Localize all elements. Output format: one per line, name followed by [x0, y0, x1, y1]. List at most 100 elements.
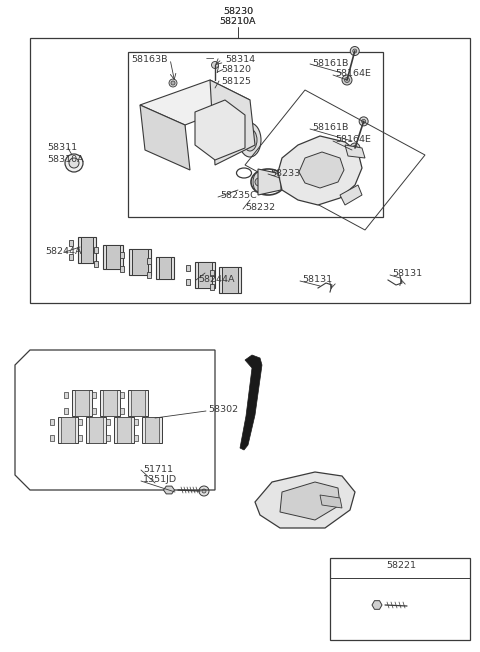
- Text: 58233: 58233: [270, 168, 300, 177]
- Circle shape: [342, 75, 352, 85]
- Polygon shape: [147, 272, 151, 278]
- Bar: [330, 558, 470, 640]
- Polygon shape: [210, 270, 214, 276]
- Polygon shape: [278, 136, 362, 205]
- Circle shape: [221, 134, 225, 138]
- Circle shape: [65, 154, 83, 172]
- Polygon shape: [86, 417, 106, 443]
- Text: 58161B: 58161B: [312, 123, 348, 132]
- Circle shape: [207, 272, 213, 278]
- Polygon shape: [64, 408, 68, 414]
- Circle shape: [318, 181, 326, 189]
- Circle shape: [350, 46, 359, 55]
- Polygon shape: [106, 245, 120, 269]
- Polygon shape: [103, 390, 117, 416]
- Polygon shape: [69, 240, 73, 246]
- Polygon shape: [258, 169, 281, 195]
- Polygon shape: [58, 417, 78, 443]
- Polygon shape: [106, 435, 110, 441]
- Circle shape: [202, 489, 206, 493]
- Polygon shape: [195, 100, 245, 160]
- Text: 58302: 58302: [208, 406, 238, 415]
- Circle shape: [146, 427, 152, 433]
- Circle shape: [68, 427, 74, 433]
- Circle shape: [96, 427, 102, 433]
- Polygon shape: [372, 600, 382, 610]
- Circle shape: [69, 158, 79, 168]
- Text: 58230: 58230: [223, 7, 253, 16]
- Circle shape: [212, 61, 218, 68]
- Bar: [128, 52, 383, 217]
- Circle shape: [132, 259, 138, 265]
- Text: 58232: 58232: [245, 203, 275, 213]
- Polygon shape: [164, 486, 175, 494]
- Polygon shape: [94, 247, 98, 253]
- Ellipse shape: [283, 491, 297, 509]
- Polygon shape: [299, 152, 344, 188]
- Text: 58210A: 58210A: [220, 16, 256, 25]
- Circle shape: [90, 427, 96, 433]
- Polygon shape: [120, 252, 124, 258]
- Polygon shape: [140, 80, 250, 125]
- Ellipse shape: [148, 105, 176, 149]
- Polygon shape: [134, 435, 138, 441]
- Circle shape: [325, 167, 335, 177]
- Polygon shape: [320, 495, 342, 508]
- Ellipse shape: [154, 113, 170, 141]
- Polygon shape: [72, 390, 92, 416]
- Circle shape: [215, 134, 219, 138]
- Text: 58244A: 58244A: [45, 246, 82, 256]
- Text: 58314: 58314: [225, 55, 255, 63]
- Text: 58164E: 58164E: [335, 70, 371, 78]
- Polygon shape: [69, 254, 73, 260]
- Text: 58120: 58120: [221, 65, 251, 74]
- Polygon shape: [131, 390, 145, 416]
- Circle shape: [352, 145, 358, 151]
- Polygon shape: [340, 185, 362, 205]
- Polygon shape: [128, 390, 148, 416]
- Circle shape: [79, 247, 85, 253]
- Polygon shape: [210, 284, 214, 290]
- Polygon shape: [186, 279, 190, 285]
- Circle shape: [361, 119, 366, 123]
- Polygon shape: [120, 392, 124, 398]
- Polygon shape: [81, 237, 93, 263]
- Polygon shape: [147, 258, 151, 264]
- Polygon shape: [50, 435, 54, 441]
- Polygon shape: [145, 417, 159, 443]
- Ellipse shape: [279, 486, 301, 514]
- Ellipse shape: [158, 120, 166, 134]
- Polygon shape: [129, 249, 151, 275]
- Circle shape: [224, 126, 228, 130]
- Polygon shape: [75, 390, 89, 416]
- Circle shape: [301, 476, 309, 484]
- Polygon shape: [78, 419, 82, 425]
- Circle shape: [167, 265, 173, 271]
- Polygon shape: [61, 417, 75, 443]
- Polygon shape: [92, 392, 96, 398]
- Circle shape: [118, 427, 124, 433]
- Text: 58161B: 58161B: [312, 59, 348, 68]
- Polygon shape: [100, 390, 120, 416]
- Circle shape: [232, 277, 238, 283]
- Text: 58125: 58125: [221, 76, 251, 85]
- Polygon shape: [78, 237, 96, 263]
- Polygon shape: [120, 408, 124, 414]
- Circle shape: [345, 78, 349, 83]
- Text: 58221: 58221: [386, 561, 416, 569]
- Circle shape: [115, 254, 121, 260]
- Circle shape: [142, 259, 148, 265]
- Ellipse shape: [165, 112, 185, 144]
- Circle shape: [222, 277, 228, 283]
- Text: 1351JD: 1351JD: [143, 475, 177, 484]
- Circle shape: [285, 495, 295, 505]
- Polygon shape: [219, 267, 241, 293]
- Circle shape: [138, 400, 144, 406]
- Ellipse shape: [253, 172, 265, 192]
- Text: 58164E: 58164E: [335, 136, 371, 145]
- Polygon shape: [134, 419, 138, 425]
- Text: 58310A: 58310A: [47, 155, 84, 164]
- Text: 58131: 58131: [392, 269, 422, 278]
- Polygon shape: [156, 257, 174, 279]
- Circle shape: [310, 158, 320, 168]
